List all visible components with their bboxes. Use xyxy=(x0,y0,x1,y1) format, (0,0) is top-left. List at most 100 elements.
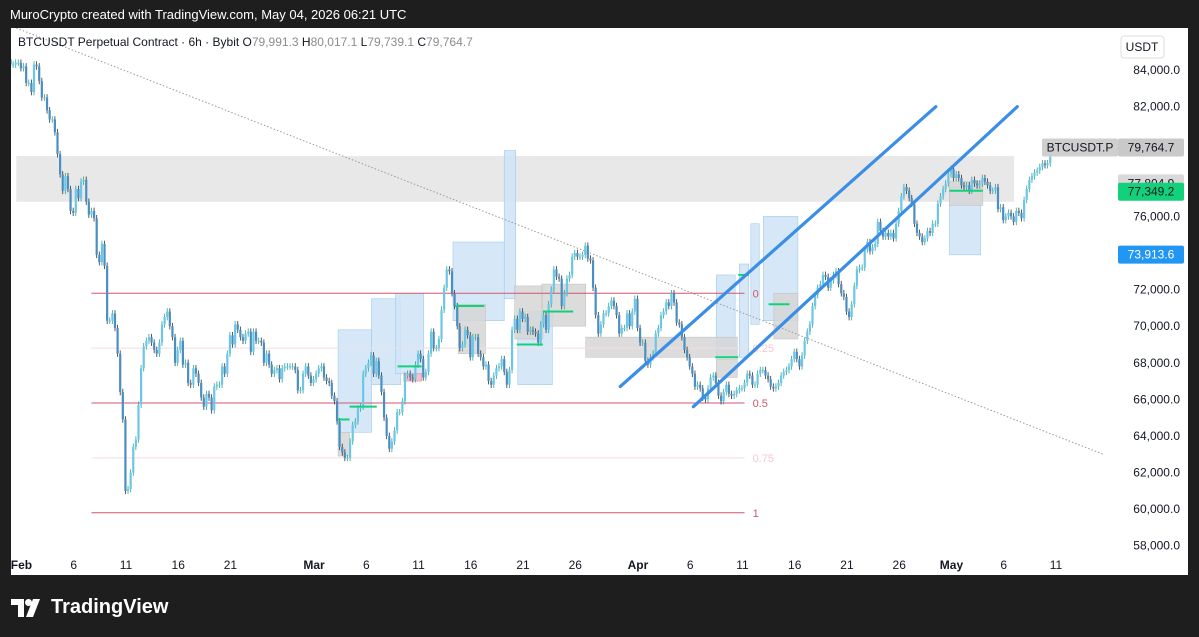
candle-body xyxy=(139,368,143,405)
y-axis-bg xyxy=(1103,28,1188,575)
candle-body xyxy=(254,331,258,341)
ohlc-part: C xyxy=(417,35,426,49)
candle-body xyxy=(100,243,104,263)
candle-body xyxy=(66,176,70,189)
candle-body xyxy=(288,366,292,368)
candle-body xyxy=(396,412,399,431)
brand-name: TradingView xyxy=(51,596,169,618)
candle-body xyxy=(665,302,668,312)
price-label: 79,764.7 xyxy=(1128,141,1175,155)
candle-body xyxy=(228,335,232,354)
candle-body xyxy=(95,218,98,255)
candle-body xyxy=(338,421,341,447)
candle-body xyxy=(902,187,906,197)
candle-body xyxy=(299,390,302,392)
candle-body xyxy=(850,304,853,318)
candle-body xyxy=(390,441,393,449)
candle-body xyxy=(320,366,323,369)
y-tick-label: 58,000.0 xyxy=(1133,539,1180,553)
candle-body xyxy=(1033,172,1036,177)
candle-body xyxy=(769,379,772,387)
candle-body xyxy=(923,238,926,243)
candle-body xyxy=(563,293,566,307)
candle-body xyxy=(1009,212,1013,217)
currency-label: USDT xyxy=(1126,40,1159,54)
candle-body xyxy=(477,337,480,354)
ohlc-part: BTCUSDT Perpetual Contract · 6h · Bybit xyxy=(18,35,243,49)
candle-body xyxy=(884,232,887,237)
candle-body xyxy=(928,231,932,233)
candle-body xyxy=(411,377,414,380)
candle-body xyxy=(965,185,968,188)
candle-body xyxy=(11,64,15,66)
chart-area[interactable]: 00.250.50.75184,000.082,000.080,000.078,… xyxy=(11,28,1188,575)
candle-body xyxy=(98,254,101,263)
candle-body xyxy=(534,331,537,334)
y-tick-label: 72,000.0 xyxy=(1133,283,1180,297)
x-tick-label: Feb xyxy=(11,558,32,572)
candle-body xyxy=(171,326,174,338)
candle-body xyxy=(137,404,140,440)
candle-body xyxy=(372,355,375,374)
candle-body xyxy=(103,243,106,266)
candle-body xyxy=(367,362,370,369)
x-axis: Feb 6 11 16 21 Mar 6 11 16 21 26 Apr 6 11 16 21 26 May 6 11 xyxy=(11,558,1063,572)
candle-body xyxy=(176,349,179,363)
candle-body xyxy=(92,210,96,219)
candle-body xyxy=(578,256,582,258)
candle-body xyxy=(132,446,135,473)
y-tick-label: 82,000.0 xyxy=(1133,100,1180,114)
candle-body xyxy=(30,82,33,93)
x-tick-label: 11 xyxy=(412,558,425,572)
candle-body xyxy=(163,317,166,325)
candle-body xyxy=(581,254,584,257)
candle-body xyxy=(1046,163,1049,166)
candle-body xyxy=(560,278,563,307)
candle-body xyxy=(978,183,981,186)
candle-body xyxy=(1002,207,1005,221)
candle-body xyxy=(197,373,200,383)
channel-lower-line xyxy=(691,105,1019,409)
candle-body xyxy=(343,452,346,458)
candle-body xyxy=(356,408,360,422)
candle-body xyxy=(949,168,953,175)
candle-body xyxy=(466,329,469,336)
x-tick-label: 6 xyxy=(363,558,370,572)
candle-body xyxy=(892,232,895,239)
price-label-bg xyxy=(1118,138,1184,157)
candle-body xyxy=(32,64,36,93)
candle-body xyxy=(490,381,493,385)
candle-body xyxy=(278,368,281,380)
price-chart[interactable]: 00.250.50.75184,000.082,000.080,000.078,… xyxy=(11,28,1188,575)
candle-body xyxy=(166,311,169,318)
order-block xyxy=(739,263,750,358)
candle-body xyxy=(874,243,877,248)
candle-body xyxy=(168,311,171,327)
candle-body xyxy=(787,366,791,371)
candle-body xyxy=(328,381,331,383)
candle-body xyxy=(403,375,407,402)
candle-body xyxy=(375,360,378,374)
candle-body xyxy=(764,370,767,376)
candle-body xyxy=(369,355,373,363)
candle-body xyxy=(147,337,151,341)
candle-body xyxy=(406,373,409,376)
candle-body xyxy=(213,386,216,411)
symbol-tag: BTCUSDT.P xyxy=(1047,141,1114,155)
price-label-bg xyxy=(1118,245,1184,264)
candle-body xyxy=(226,353,229,374)
order-block xyxy=(949,181,984,206)
candle-body xyxy=(422,359,425,378)
candle-body xyxy=(1012,216,1015,222)
candle-body xyxy=(173,337,177,363)
candle-body xyxy=(594,287,597,316)
candle-body xyxy=(153,342,156,350)
candle-body xyxy=(119,353,122,393)
candle-body xyxy=(11,59,12,65)
candle-body xyxy=(683,337,686,350)
candle-body xyxy=(537,333,540,343)
candle-body xyxy=(806,331,809,341)
x-tick-label: 21 xyxy=(516,558,530,572)
tradingview-logo[interactable]: TradingView xyxy=(11,596,168,619)
candle-body xyxy=(155,349,158,354)
